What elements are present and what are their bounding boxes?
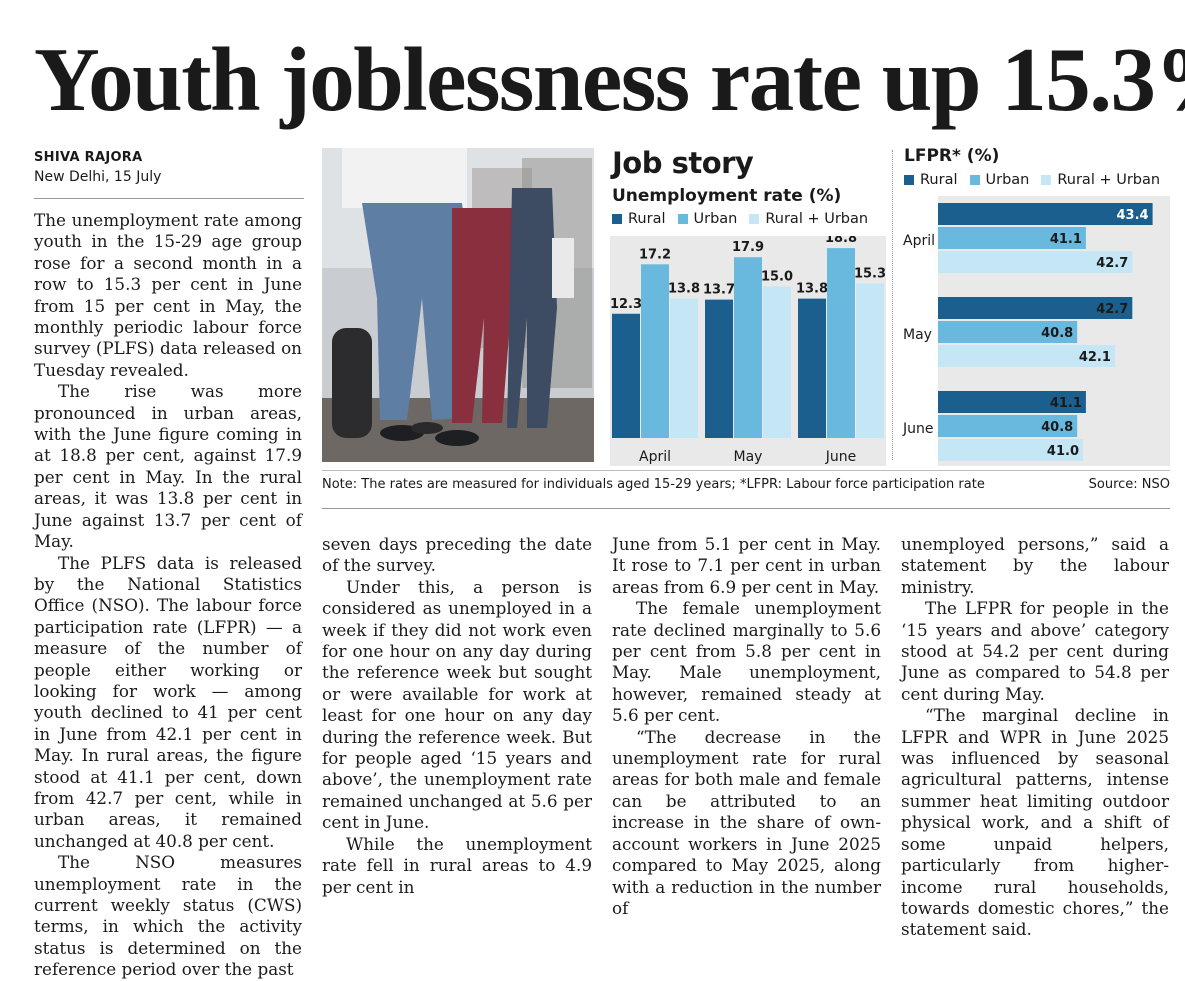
bar-urban-april [938, 227, 1086, 249]
article-paragraph: June from 5.1 per cent in May. It rose t… [612, 534, 881, 597]
bar-combined-june [938, 439, 1083, 461]
bar-urban-june [938, 415, 1078, 437]
data-label: 13.8 [796, 282, 828, 297]
article-paragraph: The LFPR for people in the ‘15 years and… [901, 598, 1169, 704]
unemployment-chart-legend: Rural Urban Rural + Urban [612, 211, 880, 227]
data-label: 13.7 [703, 283, 735, 298]
data-label: 40.8 [1041, 326, 1073, 341]
article-paragraph: The unemployment rate among youth in the… [34, 210, 302, 380]
graphic-note: Note: The rates are measured for individ… [322, 477, 985, 492]
unemployment-chart-title: Unemployment rate (%) [612, 186, 842, 206]
article-paragraph: The female unemployment rate declined ma… [612, 598, 881, 726]
data-label: 18.8 [825, 236, 857, 246]
graphic-source: Source: NSO [1088, 477, 1170, 492]
legend-item-combined: Rural + Urban [749, 211, 868, 227]
data-label: 41.0 [1047, 444, 1079, 459]
legend-swatch-combined [749, 214, 760, 224]
data-label: 15.3 [854, 266, 886, 281]
legend-item-combined: Rural + Urban [1041, 172, 1160, 188]
article-paragraph: The rise was more pronounced in urban ar… [34, 381, 302, 552]
lfpr-chart-title: LFPR* (%) [904, 146, 1000, 166]
lfpr-chart-legend: Rural Urban Rural + Urban [904, 172, 1172, 188]
note-divider [322, 508, 1170, 509]
data-label: 42.7 [1096, 256, 1128, 271]
bar-urban-may [734, 257, 762, 438]
bar-urban-june [827, 248, 855, 438]
legend-label: Urban [693, 211, 738, 227]
graphic-title: Job story [612, 146, 754, 180]
bar-rural-april [612, 313, 640, 438]
article-column-2: seven days preceding the date of the sur… [322, 534, 592, 898]
legend-label: Rural + Urban [1057, 172, 1161, 188]
article-paragraph: The NSO measures unemployment rate in th… [34, 852, 302, 980]
bar-combined-april [670, 298, 698, 438]
byline: SHIVA RAJORA New Delhi, 15 July [34, 150, 161, 185]
data-label: 12.3 [610, 297, 642, 312]
legend-item-rural: Rural [612, 211, 666, 227]
bar-rural-may [938, 297, 1133, 319]
bar-rural-june [938, 391, 1086, 413]
lfpr-bar-chart: 43.4 41.1 42.7 April 42.7 40.8 42.1 May 41.1 40.8… [902, 196, 1170, 466]
legend-item-rural: Rural [904, 172, 958, 188]
data-label: 41.1 [1050, 396, 1082, 411]
article-paragraph: Under this, a person is considered as un… [322, 576, 592, 833]
data-label: 42.7 [1096, 302, 1128, 317]
data-label: 43.4 [1117, 208, 1149, 223]
article-paragraph: “The marginal decline in LFPR and WPR in… [901, 705, 1169, 940]
news-photo [322, 148, 594, 462]
legend-item-urban: Urban [969, 172, 1030, 188]
photo-illustration [322, 148, 594, 462]
x-tick-label: April [639, 449, 671, 465]
data-label: 42.1 [1079, 350, 1111, 365]
bar-combined-april [938, 251, 1133, 273]
legend-label: Rural + Urban [765, 211, 869, 227]
chart-divider [892, 150, 893, 460]
data-label: 40.8 [1041, 420, 1073, 435]
legend-item-urban: Urban [677, 211, 738, 227]
bar-urban-april [641, 264, 669, 438]
data-label: 15.0 [761, 270, 793, 285]
legend-swatch-urban [677, 214, 688, 224]
bar-combined-june [856, 283, 884, 438]
dateline: New Delhi, 15 July [34, 169, 162, 185]
article-paragraph: seven days preceding the date of the sur… [322, 534, 592, 576]
article-column-4: unemployed persons,” said a statement by… [901, 534, 1169, 941]
legend-label: Urban [985, 172, 1030, 188]
data-label: 13.8 [668, 282, 700, 297]
bar-combined-may [763, 286, 791, 438]
bar-urban-may [938, 321, 1078, 343]
y-tick-label: May [903, 327, 932, 343]
legend-swatch-rural [904, 175, 914, 185]
graphic-bottom-rule [322, 470, 1170, 471]
article-paragraph: unemployed persons,” said a statement by… [901, 534, 1169, 597]
byline-divider [34, 198, 304, 199]
article-paragraph: While the unemployment rate fell in rura… [322, 833, 592, 897]
y-tick-label: April [903, 233, 935, 249]
legend-label: Rural [920, 172, 958, 188]
article-paragraph: The PLFS data is released by the Nationa… [34, 552, 302, 851]
data-label: 17.2 [639, 247, 671, 262]
legend-swatch-rural [612, 214, 622, 224]
bar-rural-may [705, 299, 733, 438]
bar-combined-may [938, 345, 1115, 367]
article-column-3: June from 5.1 per cent in May. It rose t… [612, 534, 881, 919]
article-column-1: The unemployment rate among youth in the… [34, 210, 302, 981]
y-tick-label: June [902, 421, 934, 437]
bar-rural-june [798, 298, 826, 438]
graphic-note-row: Note: The rates are measured for individ… [322, 477, 1170, 492]
bar-rural-april [938, 203, 1153, 225]
x-tick-label: June [825, 449, 857, 465]
article-paragraph: “The decrease in the unemployment rate f… [612, 726, 881, 918]
unemployment-bar-chart: 12.3 17.2 13.8 April 13.7 17.9 15.0 May 13.8 18.8… [610, 236, 886, 466]
legend-label: Rural [628, 211, 666, 227]
legend-swatch-urban [969, 175, 980, 185]
author-name: SHIVA RAJORA [34, 150, 143, 165]
headline: Youth joblessness rate up 15.3% [34, 29, 1185, 130]
data-label: 41.1 [1050, 232, 1082, 247]
data-label: 17.9 [732, 240, 764, 255]
x-tick-label: May [734, 449, 763, 465]
legend-swatch-combined [1041, 175, 1052, 185]
